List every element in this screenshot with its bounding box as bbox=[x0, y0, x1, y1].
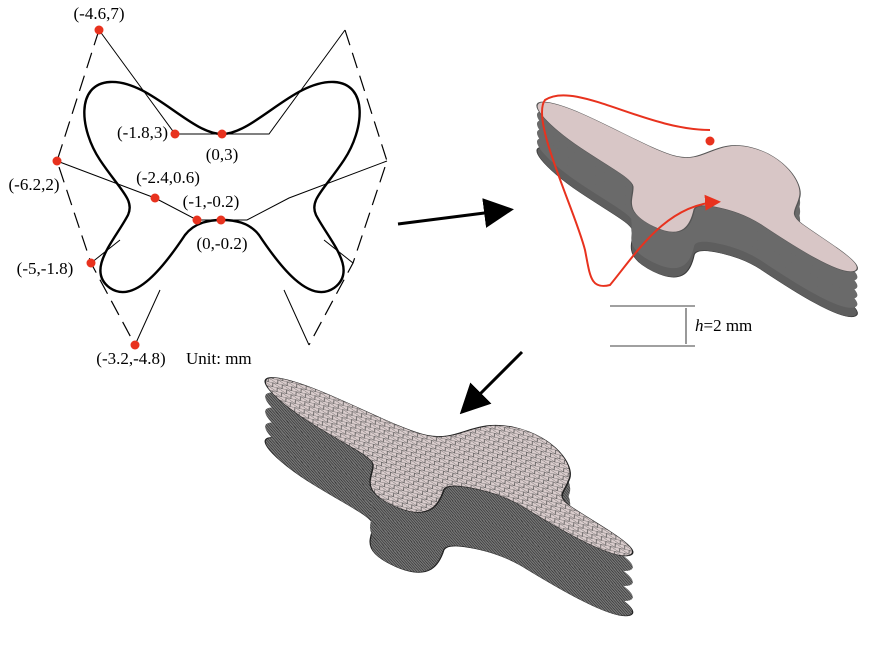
height-label: h=2 mm bbox=[695, 316, 752, 335]
point-label: (-1,-0.2) bbox=[183, 192, 240, 211]
point-label: (0,-0.2) bbox=[197, 234, 248, 253]
point-label: (-1.8,3) bbox=[117, 123, 168, 142]
arrow bbox=[398, 210, 508, 224]
point-label: (-4.6,7) bbox=[74, 4, 125, 23]
control-polygon bbox=[57, 30, 387, 345]
point-label: (-5,-1.8) bbox=[17, 259, 74, 278]
control-points bbox=[53, 26, 227, 350]
unit-label: Unit: mm bbox=[186, 349, 252, 368]
height-dimension: h=2 mm bbox=[610, 306, 752, 346]
mesh-model bbox=[254, 373, 659, 624]
height-text: =2 mm bbox=[704, 316, 753, 335]
path-start bbox=[706, 137, 715, 146]
point-label: (-2.4,0.6) bbox=[136, 168, 200, 187]
control-lines bbox=[57, 30, 387, 345]
curve-panel: (-4.6,7) (-1.8,3) (0,3) (-6.2,2) (-2.4,0… bbox=[9, 4, 387, 368]
point-label: (-3.2,-4.8) bbox=[96, 349, 165, 368]
solid-model bbox=[527, 95, 877, 323]
point-label: (0,3) bbox=[206, 145, 239, 164]
arrow bbox=[464, 352, 522, 410]
height-symbol: h bbox=[695, 316, 704, 335]
figure: (-4.6,7) (-1.8,3) (0,3) (-6.2,2) (-2.4,0… bbox=[0, 0, 877, 658]
point-label: (-6.2,2) bbox=[9, 175, 60, 194]
